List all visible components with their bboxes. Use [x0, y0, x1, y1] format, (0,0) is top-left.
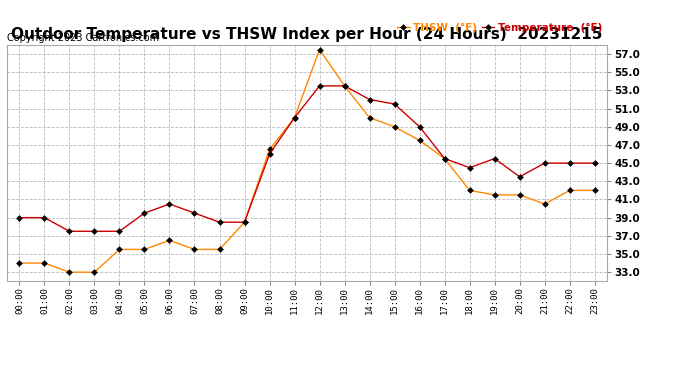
Temperature  (°F)	[415, 124, 424, 129]
Temperature  (°F)	[190, 211, 199, 215]
Temperature  (°F)	[115, 229, 124, 234]
THSW  (°F)	[540, 202, 549, 206]
Temperature  (°F)	[66, 229, 74, 234]
Temperature  (°F)	[140, 211, 148, 215]
THSW  (°F)	[90, 270, 99, 274]
THSW  (°F)	[290, 116, 299, 120]
Temperature  (°F)	[90, 229, 99, 234]
THSW  (°F)	[566, 188, 574, 193]
Temperature  (°F)	[290, 116, 299, 120]
Temperature  (°F)	[391, 102, 399, 106]
Temperature  (°F)	[440, 156, 449, 161]
THSW  (°F)	[391, 124, 399, 129]
Legend: THSW  (°F), Temperature  (°F): THSW (°F), Temperature (°F)	[397, 23, 602, 33]
THSW  (°F)	[440, 156, 449, 161]
THSW  (°F)	[66, 270, 74, 274]
THSW  (°F)	[591, 188, 599, 193]
Temperature  (°F)	[215, 220, 224, 224]
Temperature  (°F)	[515, 174, 524, 179]
Temperature  (°F)	[315, 84, 324, 88]
THSW  (°F)	[215, 247, 224, 252]
Temperature  (°F)	[40, 215, 48, 220]
Temperature  (°F)	[340, 84, 348, 88]
Temperature  (°F)	[491, 156, 499, 161]
Temperature  (°F)	[240, 220, 248, 224]
THSW  (°F)	[266, 147, 274, 152]
THSW  (°F)	[40, 261, 48, 266]
THSW  (°F)	[140, 247, 148, 252]
Temperature  (°F)	[540, 161, 549, 165]
Temperature  (°F)	[166, 202, 174, 206]
THSW  (°F)	[415, 138, 424, 142]
THSW  (°F)	[515, 193, 524, 197]
THSW  (°F)	[366, 116, 374, 120]
Line: Temperature  (°F): Temperature (°F)	[17, 84, 597, 233]
THSW  (°F)	[240, 220, 248, 224]
Temperature  (°F)	[266, 152, 274, 156]
THSW  (°F)	[15, 261, 23, 266]
THSW  (°F)	[190, 247, 199, 252]
THSW  (°F)	[466, 188, 474, 193]
Temperature  (°F)	[466, 165, 474, 170]
Line: THSW  (°F): THSW (°F)	[17, 48, 597, 274]
THSW  (°F)	[340, 84, 348, 88]
THSW  (°F)	[491, 193, 499, 197]
Temperature  (°F)	[566, 161, 574, 165]
Temperature  (°F)	[15, 215, 23, 220]
THSW  (°F)	[115, 247, 124, 252]
Temperature  (°F)	[591, 161, 599, 165]
Text: Copyright 2023 Cartronics.com: Copyright 2023 Cartronics.com	[7, 33, 159, 43]
THSW  (°F)	[166, 238, 174, 243]
Temperature  (°F)	[366, 97, 374, 102]
THSW  (°F)	[315, 47, 324, 52]
Title: Outdoor Temperature vs THSW Index per Hour (24 Hours)  20231215: Outdoor Temperature vs THSW Index per Ho…	[11, 27, 603, 42]
